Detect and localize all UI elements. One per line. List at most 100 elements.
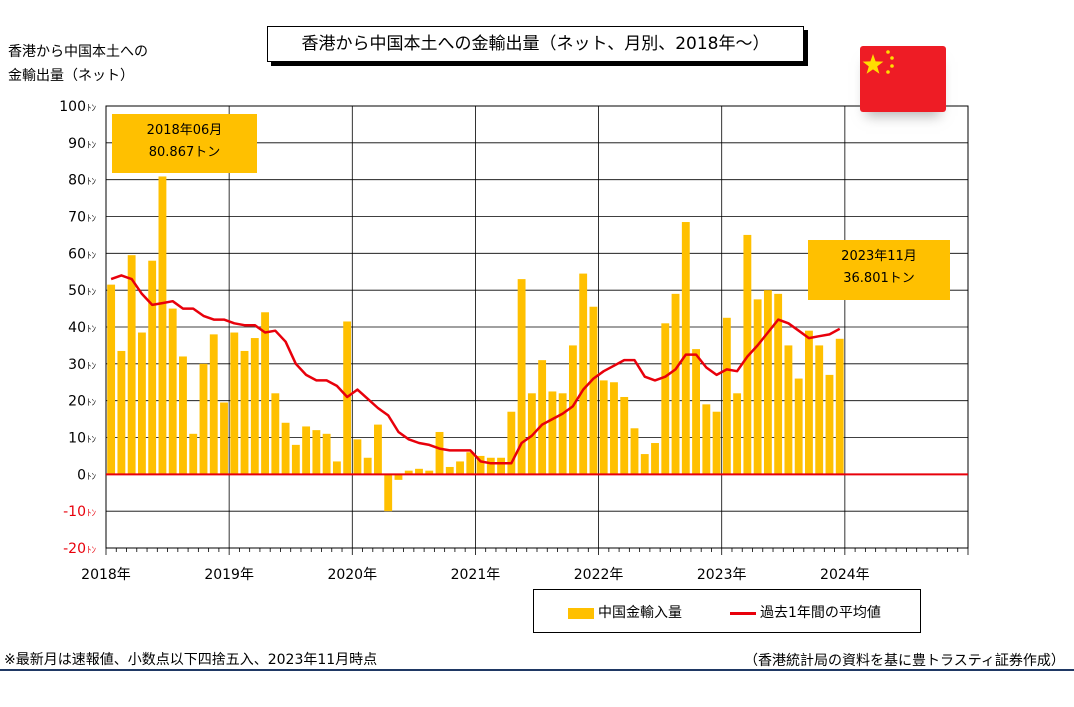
legend-label: 中国金輸入量 xyxy=(598,605,682,621)
bar xyxy=(230,332,239,475)
bar xyxy=(722,317,731,475)
bar xyxy=(332,461,341,475)
flag-small-star xyxy=(886,70,890,74)
y-tick-label: 30 xyxy=(68,357,86,373)
annotation-date: 2018年06月 xyxy=(146,123,223,138)
y-tick-unit: ﾄﾝ xyxy=(87,472,97,482)
bar xyxy=(220,402,228,475)
bar xyxy=(548,391,557,475)
x-tick-label: 2024年 xyxy=(820,567,870,583)
bar xyxy=(117,350,126,475)
bar xyxy=(466,452,475,475)
bar xyxy=(168,308,177,475)
bar xyxy=(415,468,423,475)
bar xyxy=(568,345,577,475)
bar xyxy=(291,444,300,475)
legend-item-line: 過去1年間の平均値 xyxy=(730,602,881,622)
y-tick-unit: ﾄﾝ xyxy=(87,141,97,151)
bar xyxy=(681,222,690,475)
bar xyxy=(189,433,198,475)
bar xyxy=(702,404,711,475)
annotation-value: 80.867トン xyxy=(148,145,221,160)
bar xyxy=(456,461,464,475)
bar xyxy=(445,466,454,475)
bar xyxy=(486,457,495,475)
annotation-value: 36.801トン xyxy=(843,271,915,286)
bar xyxy=(835,338,844,475)
y-tick-label: 80 xyxy=(68,173,86,189)
y-axis-label-line-1: 香港から中国本土への xyxy=(8,44,148,60)
bar xyxy=(651,443,659,475)
y-tick-unit: ﾄﾝ xyxy=(87,251,97,261)
flag-large-star xyxy=(862,54,884,74)
annotation-date: 2023年11月 xyxy=(841,249,917,264)
y-axis-label: 香港から中国本土への 金輸出量（ネット） xyxy=(8,40,148,88)
y-tick-label: 20 xyxy=(68,394,86,410)
bottom-rule xyxy=(0,669,1074,671)
y-tick-label: 50 xyxy=(68,283,86,299)
y-tick-label: -10 xyxy=(63,504,86,520)
bar xyxy=(107,284,116,475)
y-tick-unit: ﾄﾝ xyxy=(87,436,97,446)
bar xyxy=(394,474,403,480)
bar xyxy=(127,255,136,475)
average-line xyxy=(110,274,841,465)
bar xyxy=(353,439,362,475)
y-tick-unit: ﾄﾝ xyxy=(87,178,97,188)
bar xyxy=(774,293,783,475)
bar xyxy=(148,260,157,475)
bar xyxy=(199,363,208,475)
annotation-peak-2018-06: 2018年06月 80.867トン xyxy=(112,114,257,173)
bar xyxy=(712,411,721,475)
bar xyxy=(589,306,598,475)
bar xyxy=(815,345,824,475)
y-tick-label: 100 xyxy=(59,99,86,115)
flag-small-star xyxy=(890,56,894,60)
bar xyxy=(692,349,700,475)
bar-series xyxy=(107,176,844,512)
x-axis-tick-labels: 2018年 2019年 2020年 2021年 2022年 2023年 2024年 xyxy=(81,567,869,583)
bar xyxy=(558,393,567,475)
bar xyxy=(302,426,311,475)
gridlines xyxy=(105,105,969,555)
bar xyxy=(435,431,444,475)
legend: 中国金輸入量 過去1年間の平均値 xyxy=(533,589,921,633)
bar xyxy=(281,422,290,475)
annotation-latest-2023-11: 2023年11月 36.801トン xyxy=(808,240,950,300)
bar xyxy=(733,393,742,475)
flag-small-star xyxy=(886,50,890,54)
bar xyxy=(640,454,649,475)
x-tick-label: 2023年 xyxy=(697,567,747,583)
y-tick-unit: ﾄﾝ xyxy=(87,104,97,114)
bar xyxy=(784,345,793,475)
bar xyxy=(179,356,187,475)
x-tick-label: 2020年 xyxy=(327,567,377,583)
bar xyxy=(527,393,536,475)
bar xyxy=(671,293,680,475)
bar xyxy=(599,380,608,475)
x-tick-label: 2018年 xyxy=(81,567,131,583)
y-tick-label: -20 xyxy=(63,541,86,557)
bar xyxy=(538,360,547,475)
bar xyxy=(261,312,269,475)
bar xyxy=(363,457,372,475)
bar xyxy=(610,382,618,475)
bar xyxy=(250,338,259,475)
bar xyxy=(825,374,834,475)
bar xyxy=(384,474,393,512)
y-tick-unit: ﾄﾝ xyxy=(87,509,97,519)
bar xyxy=(805,330,813,475)
legend-swatch-line xyxy=(730,611,756,615)
chart-title: 香港から中国本土への金輸出量（ネット、月別、2018年～） xyxy=(267,26,804,62)
y-tick-unit: ﾄﾝ xyxy=(87,288,97,298)
bar xyxy=(743,234,752,475)
x-tick-label: 2022年 xyxy=(574,567,624,583)
y-tick-unit: ﾄﾝ xyxy=(87,362,97,372)
bar xyxy=(507,411,516,475)
y-tick-label: 40 xyxy=(68,320,86,336)
y-tick-unit: ﾄﾝ xyxy=(87,546,97,556)
x-tick-label: 2019年 xyxy=(204,567,254,583)
y-tick-label: 60 xyxy=(68,246,86,262)
